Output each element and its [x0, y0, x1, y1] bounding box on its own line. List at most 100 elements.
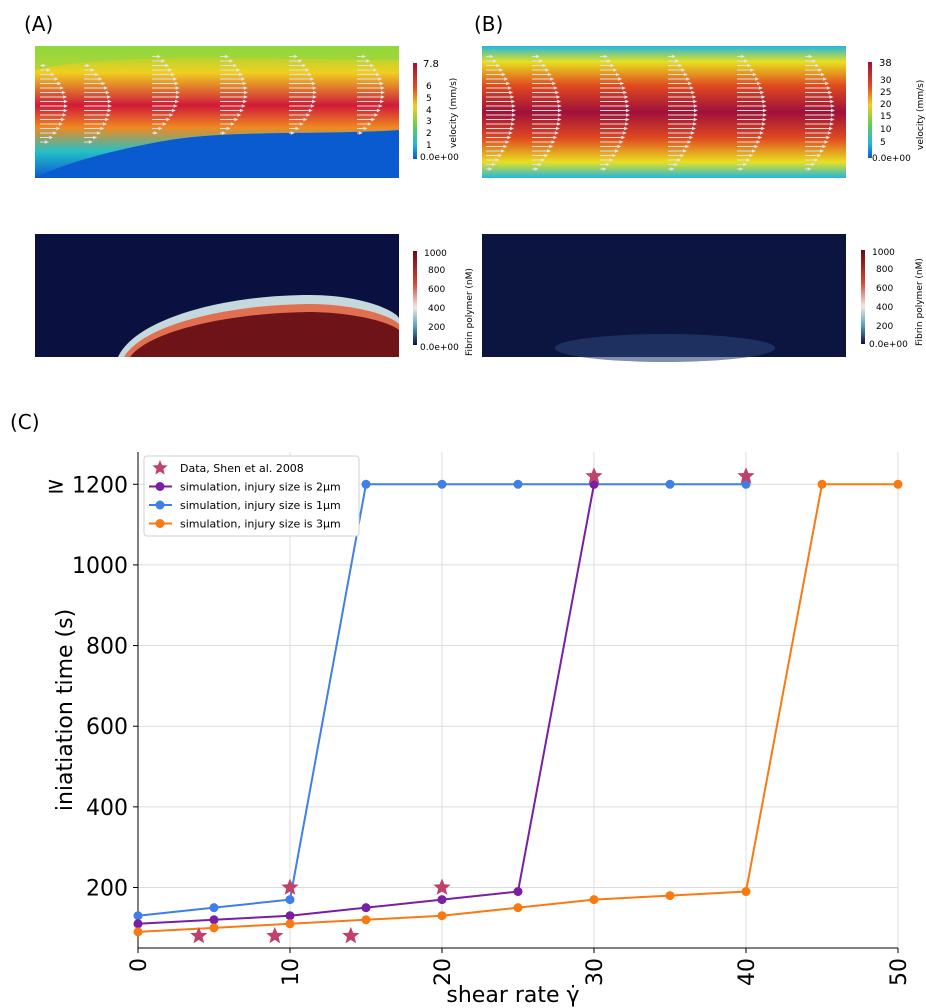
- velocity-arrowhead: [826, 135, 831, 140]
- y-tick-label: 200: [86, 877, 128, 902]
- x-tick-label: 30: [583, 958, 608, 986]
- velocity-arrowhead: [171, 72, 176, 77]
- y-tick-label: 800: [86, 635, 128, 660]
- velocity-arrowhead: [511, 113, 516, 117]
- velocity-arrowhead: [61, 90, 66, 95]
- y-tick-label: 1000: [72, 554, 128, 579]
- velocity-arrowhead: [621, 86, 626, 90]
- legend: Data, Shen et al. 2008 simulation, injury…: [143, 455, 360, 537]
- velocity-arrowhead: [162, 122, 167, 126]
- velocity-arrowhead: [88, 140, 93, 144]
- data-star: [190, 926, 208, 944]
- velocity-arrowhead: [298, 59, 303, 63]
- velocity-arrowhead: [237, 113, 242, 117]
- velocity-arrowhead: [539, 59, 544, 63]
- velocity-arrowhead: [603, 54, 608, 59]
- velocity-arrowhead: [511, 104, 516, 108]
- data-point: [133, 911, 143, 921]
- velocity-arrowhead: [681, 68, 686, 72]
- legend-marker: [152, 460, 168, 475]
- velocity-arrowhead: [370, 63, 375, 68]
- velocity-arrowhead: [174, 81, 179, 86]
- velocity-arrowhead: [97, 131, 102, 135]
- velocity-arrowhead: [758, 86, 763, 90]
- velocity-arrowhead: [557, 113, 562, 117]
- data-point: [285, 919, 295, 929]
- legend-marker: [155, 500, 165, 510]
- velocity-arrowhead: [761, 126, 766, 131]
- data-point: [209, 903, 219, 913]
- velocity-arrowhead: [511, 117, 516, 122]
- velocity-arrowhead: [175, 90, 180, 95]
- velocity-arrowhead: [815, 63, 820, 68]
- x-tick-label: 20: [431, 958, 456, 986]
- velocity-arrowhead: [380, 90, 385, 95]
- velocity-arrowhead: [615, 72, 620, 77]
- legend-marker: [155, 482, 165, 491]
- cb-d-tick: 200: [876, 322, 893, 332]
- velocity-arrowhead: [606, 162, 611, 167]
- velocity-arrowhead: [553, 86, 558, 90]
- velocity-arrowhead: [511, 99, 516, 104]
- data-point: [285, 911, 295, 921]
- velocity-arrowhead: [535, 54, 540, 59]
- velocity-arrowhead: [358, 131, 363, 135]
- velocity-arrowhead: [752, 149, 757, 153]
- velocity-arrowhead: [687, 140, 692, 144]
- velocity-arrowhead: [498, 153, 503, 158]
- cb-a-tick: 1: [426, 141, 432, 151]
- velocity-arrowhead: [308, 108, 313, 113]
- velocity-arrowhead: [693, 108, 698, 113]
- velocity-arrowhead: [830, 117, 835, 122]
- velocity-arrowhead: [693, 99, 698, 104]
- velocity-arrowhead: [692, 122, 697, 126]
- y-tick-label: 600: [86, 715, 128, 740]
- velocity-arrowhead: [624, 95, 629, 99]
- velocity-arrowhead: [823, 77, 828, 81]
- velocity-arrowhead: [612, 153, 617, 158]
- velocity-arrowhead: [820, 149, 825, 153]
- data-point: [741, 887, 751, 897]
- panel-c-label: (C): [10, 410, 40, 434]
- data-point: [361, 903, 371, 913]
- velocity-arrowhead: [293, 54, 298, 59]
- velocity-arrowhead: [620, 81, 625, 86]
- velocity-arrowhead: [295, 126, 300, 131]
- data-point: [209, 915, 219, 925]
- velocity-arrowhead: [680, 153, 685, 158]
- cb-c-tick: 600: [428, 285, 445, 295]
- velocity-arrowhead: [63, 108, 68, 113]
- velocity-arrowhead: [310, 104, 315, 108]
- cb-d-title: Fibrin polymer (nM): [915, 258, 925, 346]
- data-point: [589, 479, 599, 489]
- velocity-arrowhead: [56, 126, 61, 131]
- velocity-arrowhead: [101, 81, 106, 86]
- velocity-arrowhead: [762, 108, 767, 113]
- velocity-arrowhead: [501, 72, 506, 77]
- velocity-arrowhead: [158, 126, 163, 131]
- velocity-arrowhead: [688, 81, 693, 86]
- velocity-arrowhead: [825, 81, 830, 86]
- velocity-arrowhead: [685, 144, 690, 149]
- panel-b-label: (B): [474, 12, 504, 36]
- data-point: [893, 479, 903, 489]
- velocity-arrowhead: [378, 77, 383, 81]
- velocity-arrowhead: [762, 117, 767, 122]
- velocity-arrowhead: [757, 81, 762, 86]
- data-point: [513, 903, 523, 913]
- legend-marker: [155, 519, 165, 528]
- velocity-arrowhead: [820, 72, 825, 77]
- velocity-arrowhead: [90, 68, 95, 72]
- velocity-arrowhead: [549, 144, 554, 149]
- velocity-arrowhead: [557, 117, 562, 122]
- data-point: [513, 479, 523, 489]
- cb-d-tick: 600: [876, 284, 893, 294]
- velocity-arrowhead: [808, 54, 813, 59]
- velocity-arrowhead: [312, 90, 317, 95]
- data-point: [437, 895, 447, 905]
- cb-b-tick: 30: [880, 76, 892, 86]
- fibrin-colorbar-a: [413, 251, 417, 345]
- velocity-arrowhead: [504, 77, 509, 81]
- velocity-arrowhead: [670, 167, 675, 171]
- velocity-arrowhead: [830, 108, 835, 113]
